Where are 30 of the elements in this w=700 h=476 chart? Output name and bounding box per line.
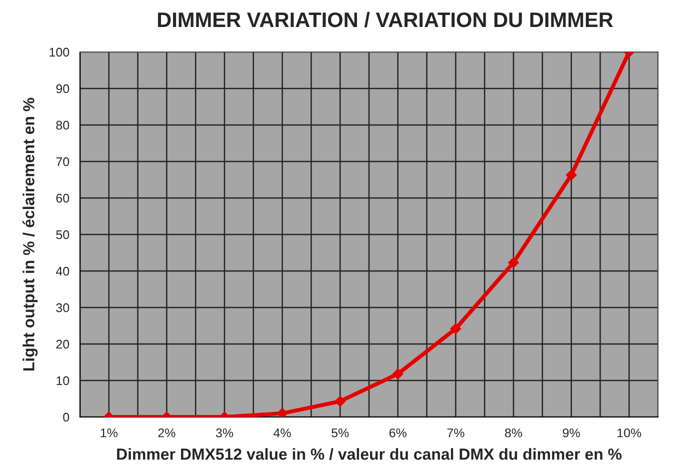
y-tick-label: 80 — [56, 120, 70, 130]
y-tick-label: 30 — [56, 303, 70, 312]
y-tick-label: 50 — [56, 230, 70, 240]
x-tick-label: 10% — [618, 428, 642, 438]
point — [566, 170, 577, 180]
point — [508, 257, 519, 268]
y-tick-label: 100 — [50, 48, 70, 57]
y-tick-label: 0 — [63, 412, 70, 422]
x-tick-label: 3% — [216, 428, 234, 438]
y-tick-label: 40 — [56, 266, 70, 276]
x-tick-label: 8% — [505, 428, 522, 438]
y-tick-label: 60 — [56, 194, 70, 203]
x-tick-label: 9% — [562, 428, 580, 438]
point — [276, 408, 288, 417]
x-tick-label: 2% — [158, 428, 176, 438]
point — [392, 368, 404, 380]
y-tick-label: 70 — [56, 157, 70, 166]
x-tick-label: 5% — [332, 428, 349, 438]
chart-title: DIMMER VARIATION / VARIATION DU DIMMER — [158, 12, 613, 28]
x-tick-label: 1% — [100, 428, 118, 438]
x-axis-title: Dimmer DMX512 value in % / valeur du canal DMX du dimmer en % — [117, 448, 622, 460]
y-tick-label: 10 — [56, 376, 70, 386]
x-tick-label: 7% — [447, 428, 464, 438]
y-tick-label: 90 — [56, 84, 70, 94]
x-tick-label: 6% — [390, 428, 406, 438]
x-tick-label: 4% — [274, 428, 291, 438]
y-axis-title: Light output in % / éclairement en % — [22, 98, 38, 371]
y-tick-label: 20 — [56, 340, 70, 349]
point — [334, 396, 346, 407]
point — [450, 323, 462, 334]
